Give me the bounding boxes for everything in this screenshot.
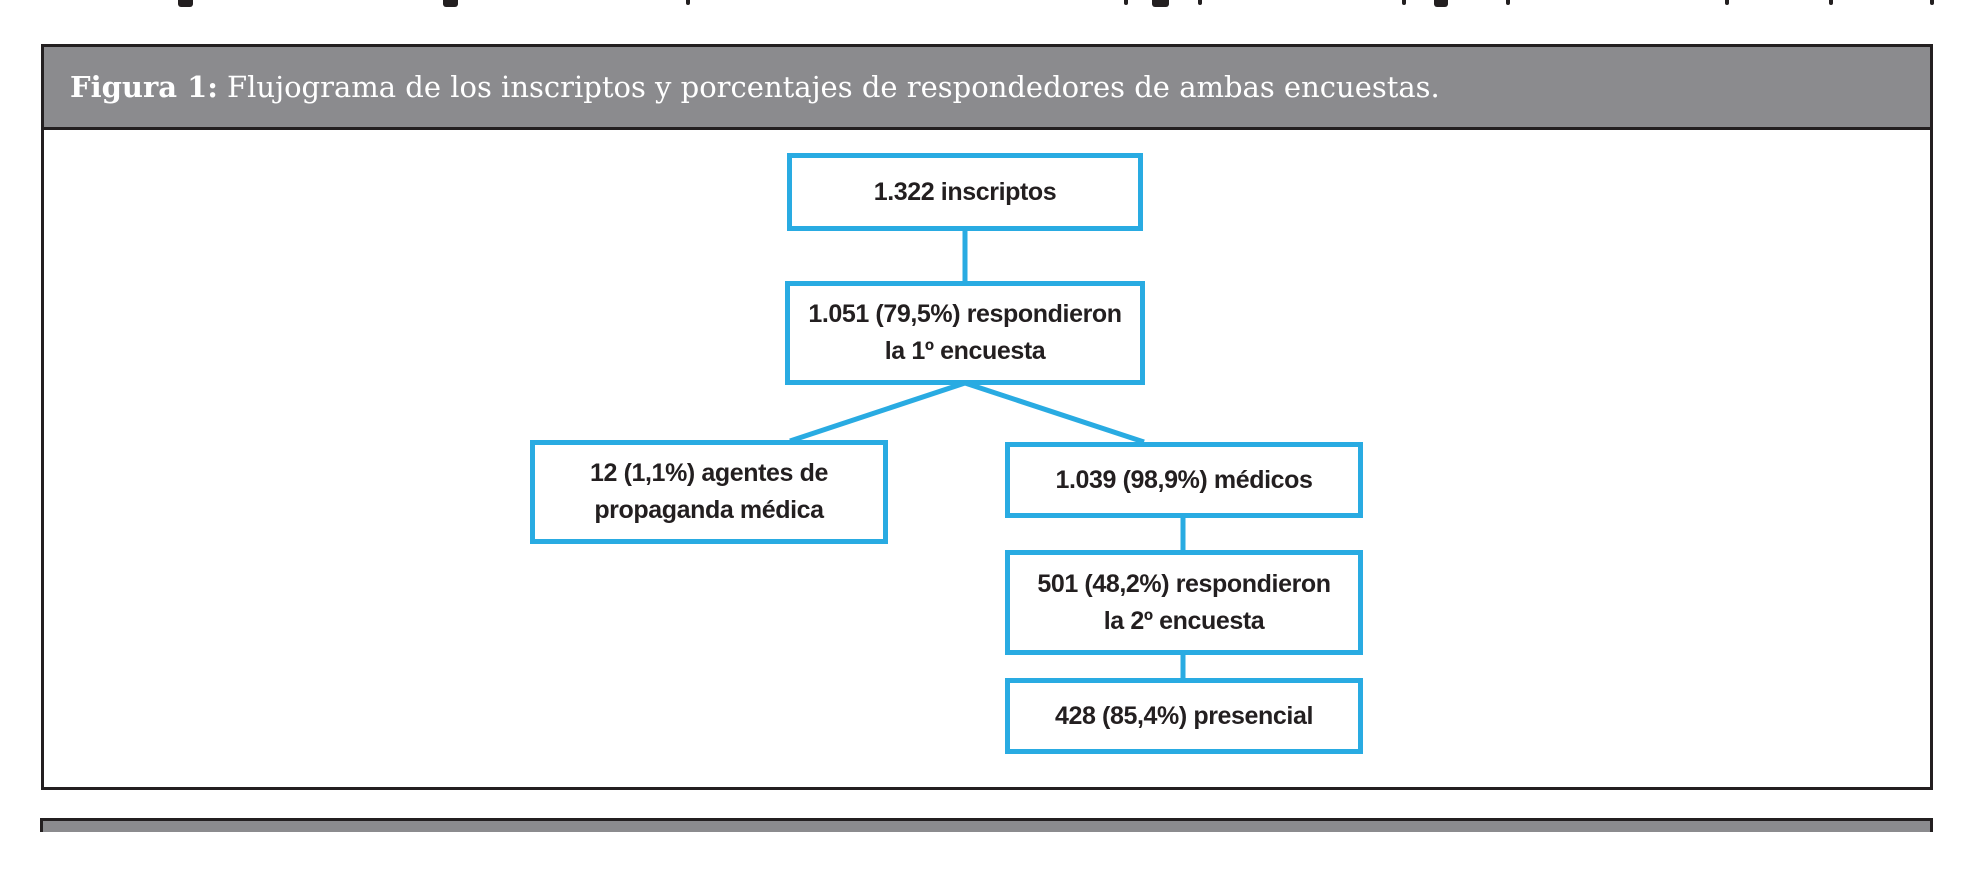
text-remnant-mark [1198, 0, 1202, 5]
node-text-line: la 2º encuesta [1103, 606, 1265, 635]
flowchart-node-medicos: 1.039 (98,9%) médicos [1005, 442, 1363, 518]
node-text-line: propaganda médica [594, 496, 824, 524]
text-remnant-mark [443, 0, 458, 7]
node-text-line: la 1º encuesta [884, 337, 1046, 365]
text-remnant-mark [1829, 0, 1833, 5]
flowchart-node-agentes-propaganda: 12 (1,1%) agentes de propaganda médica [530, 440, 888, 544]
text-remnant-mark [1434, 0, 1448, 7]
clipped-text-remnants [0, 0, 1973, 8]
text-remnant-mark [1152, 0, 1169, 7]
figure-caption-bar: Figura 1: Flujograma de los inscriptos y… [44, 47, 1930, 130]
node-text-line: 1.322 inscriptos [873, 177, 1057, 206]
text-remnant-mark [1930, 0, 1934, 5]
figure-caption-label: Figura 1: [70, 70, 219, 104]
node-text-line: 1.039 (98,9%) médicos [1055, 465, 1313, 494]
flowchart-node-inscriptos: 1.322 inscriptos [787, 153, 1143, 231]
text-remnant-mark [1725, 0, 1729, 5]
text-remnant-mark [686, 0, 690, 5]
flowchart-node-primera-encuesta: 1.051 (79,5%) respondieron la 1º encuest… [785, 281, 1145, 385]
node-text-line: 428 (85,4%) presencial [1054, 701, 1314, 730]
next-section-header-sliver [40, 818, 1933, 832]
node-text-line: 501 (48,2%) respondieron [1037, 569, 1331, 598]
flowchart-node-segunda-encuesta: 501 (48,2%) respondieron la 2º encuesta [1005, 550, 1363, 655]
text-remnant-mark [178, 0, 193, 7]
node-text-line: 12 (1,1%) agentes de [590, 459, 828, 487]
flowchart-node-presencial: 428 (85,4%) presencial [1005, 678, 1363, 754]
text-remnant-mark [1506, 0, 1510, 5]
node-text-line: 1.051 (79,5%) respondieron [808, 300, 1122, 328]
figure-caption-text: Flujograma de los inscriptos y porcentaj… [227, 70, 1440, 104]
text-remnant-mark [1124, 0, 1128, 5]
text-remnant-mark [1402, 0, 1406, 5]
